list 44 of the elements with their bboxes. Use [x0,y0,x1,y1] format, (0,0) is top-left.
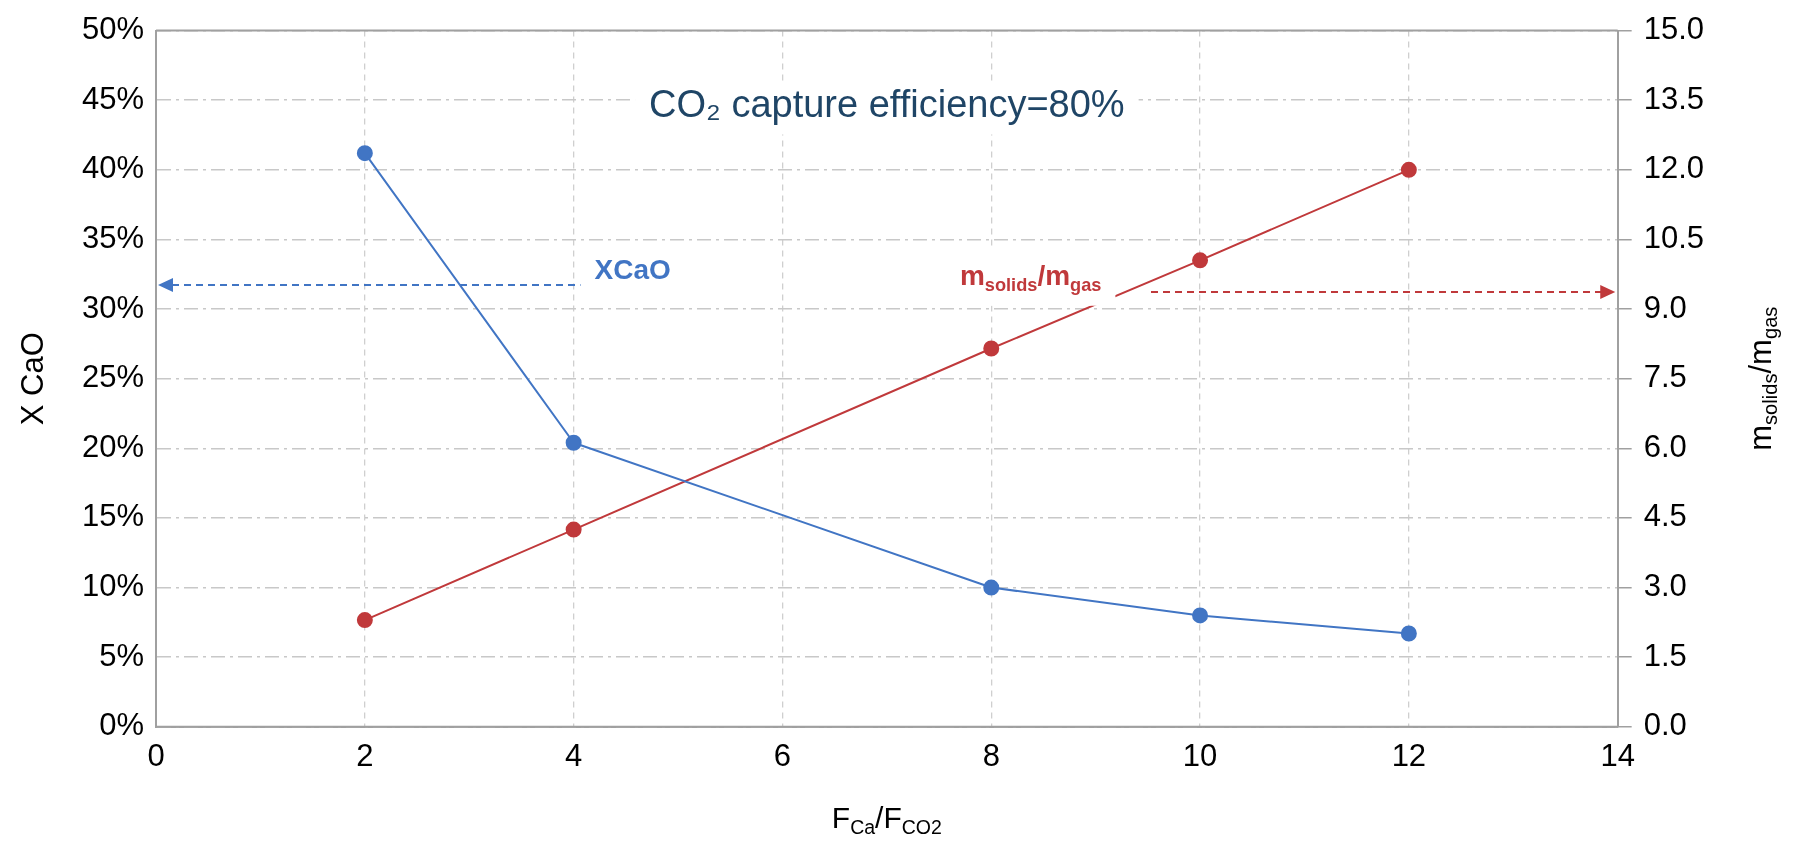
x-tick-label: 8 [982,737,1000,773]
point [1192,252,1209,269]
text: XCaO [594,253,671,285]
y2-tick-label: 13.5 [1643,80,1705,116]
point [1400,625,1417,642]
point [983,340,1000,357]
text: CO₂ capture efficiency=80% [649,83,1125,126]
y2-axis-title: msolids/mgas [1742,306,1781,451]
point [565,521,582,538]
y-tick-label: 30% [82,289,145,325]
y-axis-title: X CaO [14,332,50,426]
y-tick-label: 0% [99,707,145,743]
y-tick-label: 35% [82,220,145,256]
x-tick-label: 2 [356,737,374,773]
y2-tick-label: 15.0 [1643,11,1705,47]
y-tick-label: 15% [82,498,145,534]
y-tick-label: 45% [82,80,145,116]
point [983,579,1000,596]
y2-tick-label: 7.5 [1643,359,1687,395]
x-tick-label: 0 [147,737,165,773]
y2-tick-label: 0.0 [1643,707,1687,743]
point [356,145,373,162]
y2-tick-label: 12.0 [1643,150,1705,186]
point [1192,607,1209,624]
point [356,612,373,629]
point [565,434,582,451]
y2-tick-label: 10.5 [1643,220,1705,256]
y2-tick-label: 1.5 [1643,637,1687,673]
y-tick-label: 25% [82,359,145,395]
y2-tick-label: 6.0 [1643,428,1687,464]
y-tick-label: 50% [82,11,145,47]
x-tick-label: 10 [1182,737,1218,773]
y2-tick-label: 9.0 [1643,289,1687,325]
x-tick-label: 4 [565,737,583,773]
y-tick-label: 10% [82,568,145,604]
x-tick-label: 12 [1391,737,1427,773]
y2-tick-label: 3.0 [1643,568,1687,604]
point [1400,161,1417,178]
y-tick-label: 5% [99,637,145,673]
x-tick-label: 6 [773,737,792,773]
y-tick-label: 40% [82,150,145,186]
y2-tick-label: 4.5 [1643,498,1687,534]
y-tick-label: 20% [82,428,145,464]
x-tick-label: 14 [1600,737,1635,773]
